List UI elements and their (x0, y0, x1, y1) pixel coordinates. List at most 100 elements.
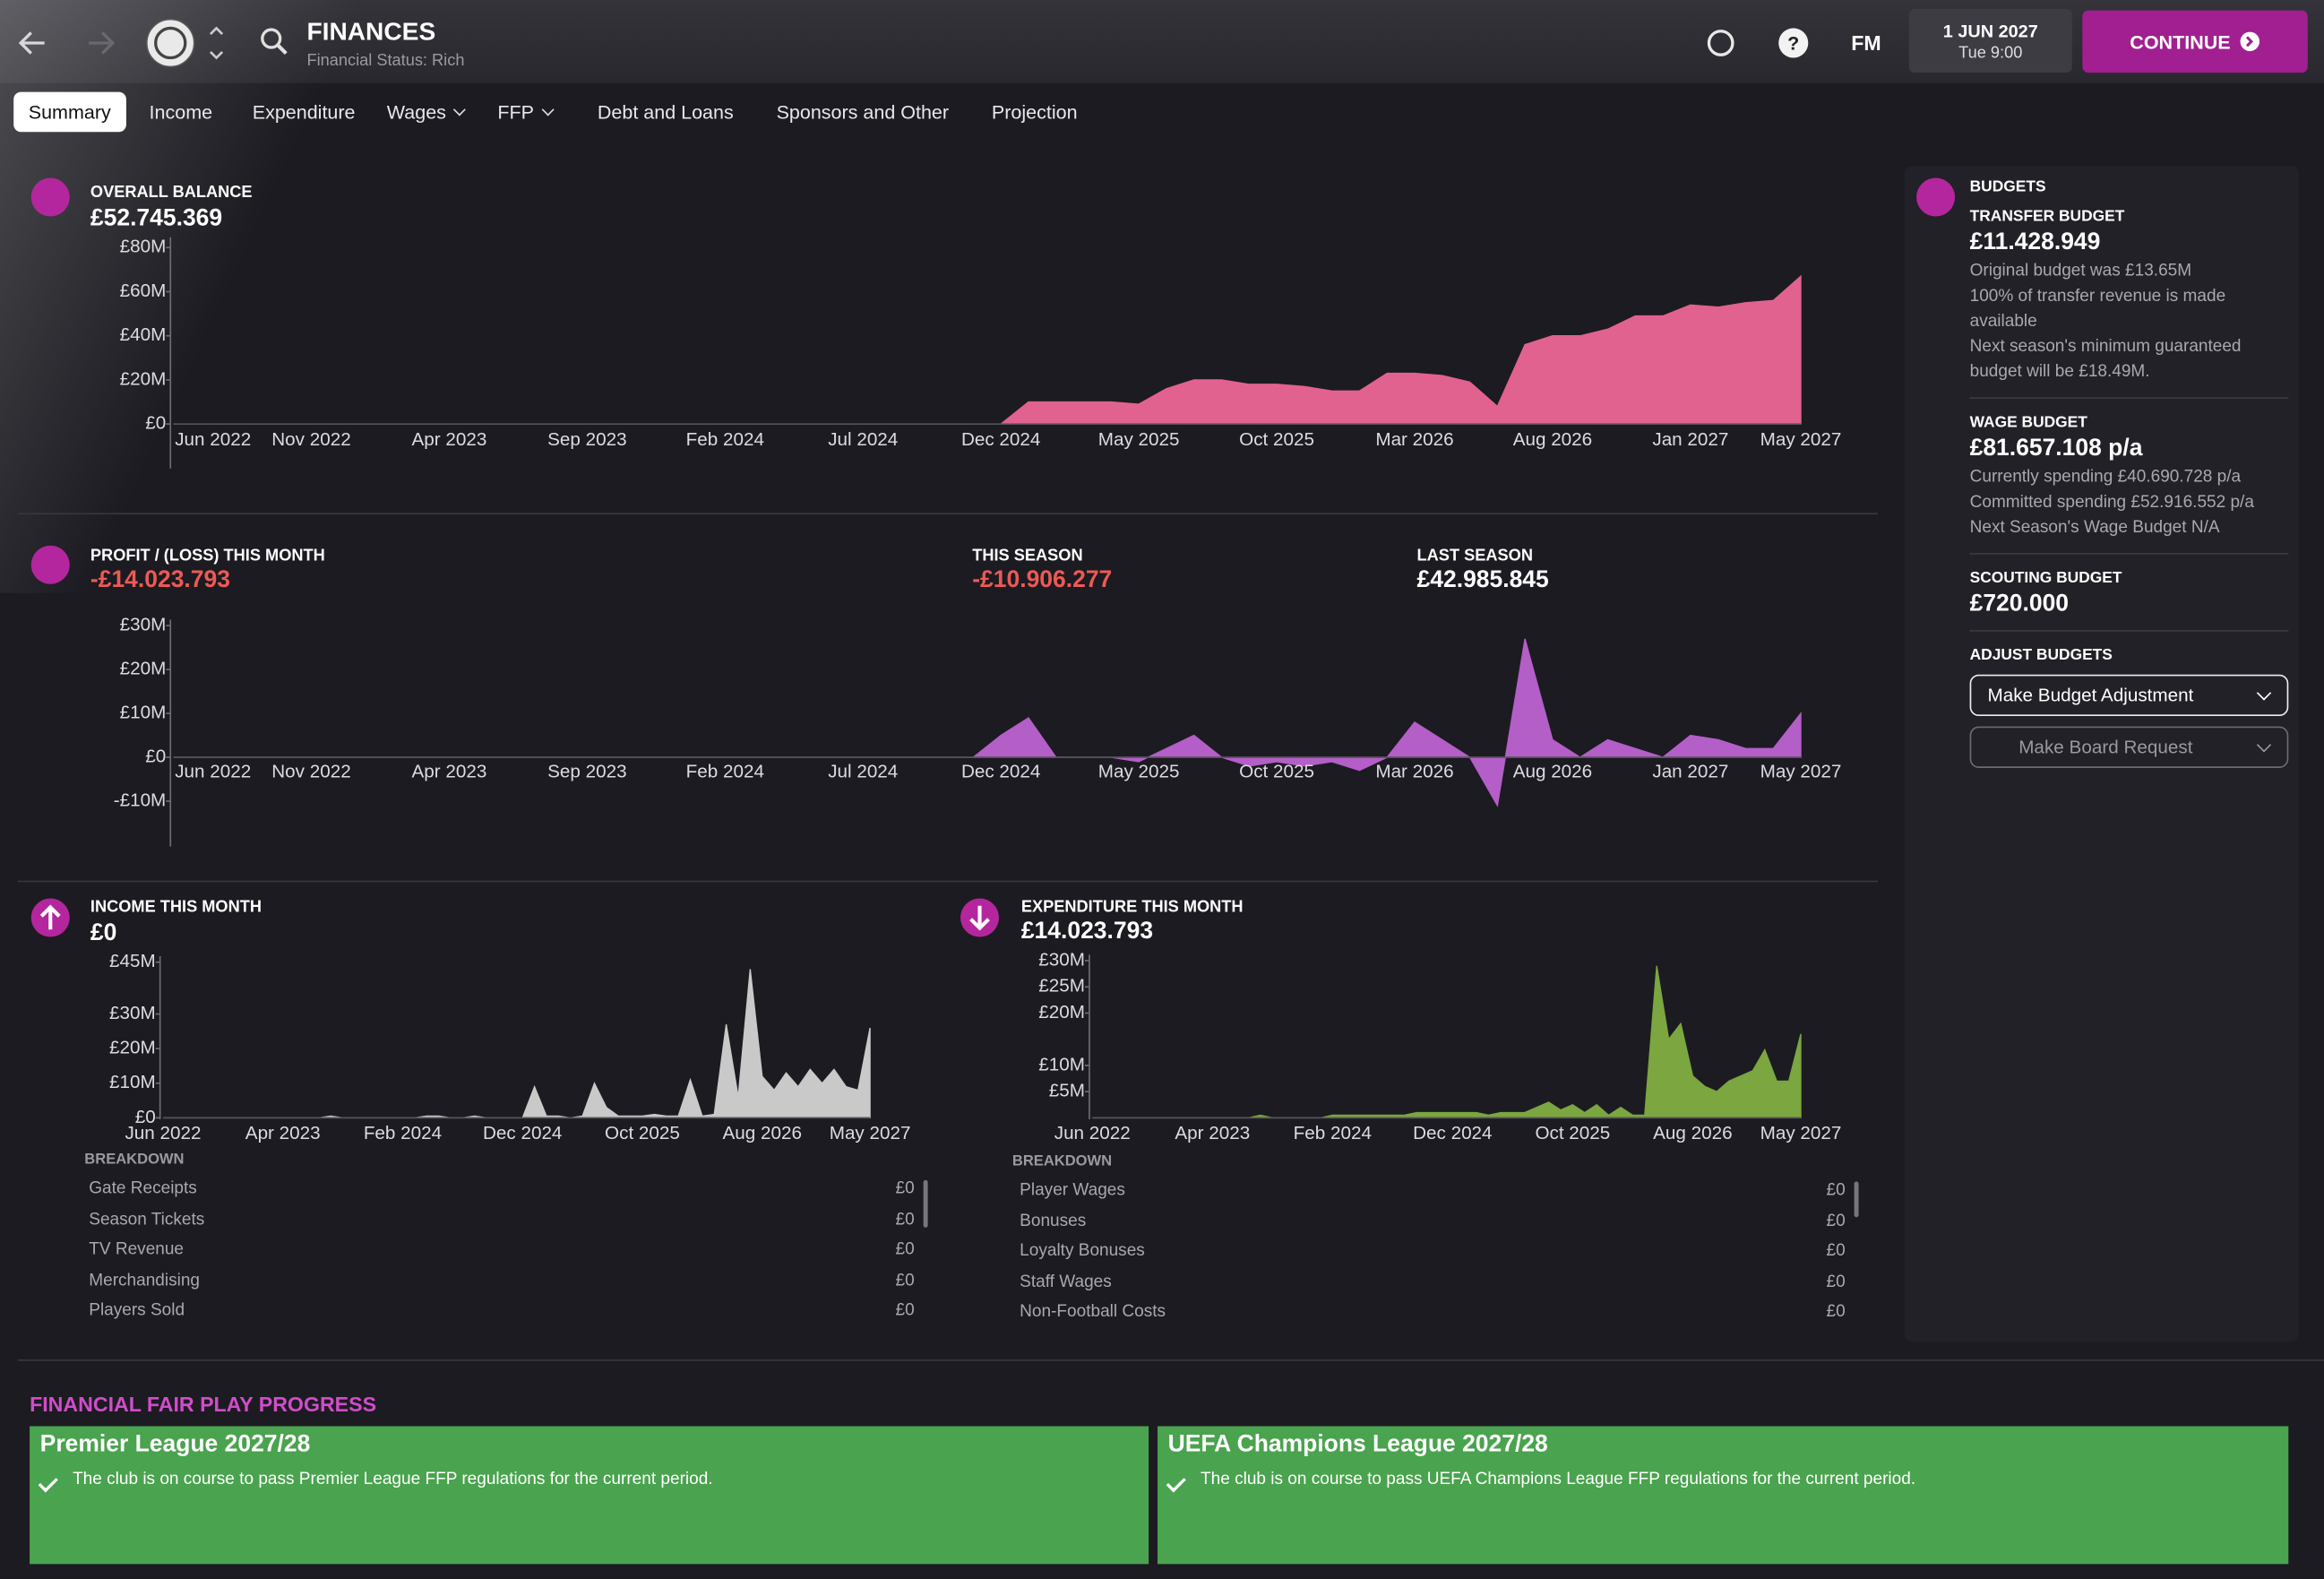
tab[interactable]: Wages (372, 92, 478, 133)
tab[interactable]: Summary (13, 91, 126, 133)
area (162, 969, 871, 1119)
breakdown-label: Bonuses (1020, 1212, 1087, 1230)
y-tick-label: £20M (109, 1038, 156, 1058)
budget-label: ADJUST BUDGETS (1969, 646, 2113, 665)
y-tick-label: £10M (1038, 1054, 1085, 1074)
budget-note: Currently spending £40.690.728 p/a (1969, 468, 2242, 487)
y-tick-label: £0 (145, 413, 166, 434)
club-switcher[interactable] (209, 26, 224, 60)
y-tick-label: £20M (120, 659, 167, 679)
y-tick-label: -£10M (114, 790, 167, 810)
y-tick-label: £40M (120, 324, 167, 345)
breakdown-label: Loyalty Bonuses (1020, 1242, 1145, 1261)
breakdown-label: Players Sold (89, 1301, 185, 1320)
x-tick-label: Aug 2026 (1513, 761, 1592, 781)
headline-value: -£10.906.277 (972, 567, 1113, 593)
y-tick-label: £25M (1038, 976, 1085, 997)
area (1092, 965, 1802, 1119)
breakdown-label: Gate Receipts (89, 1179, 197, 1198)
back-button[interactable] (18, 31, 45, 55)
y-tick-label: £60M (120, 280, 167, 301)
separator (1969, 553, 2289, 555)
budget-adjustment-button[interactable]: Make Budget Adjustment (1969, 674, 2289, 717)
section-title: THIS SEASON (972, 547, 1083, 565)
headline-value: £14.023.793 (1020, 919, 1154, 945)
tab[interactable]: Income (149, 100, 213, 124)
x-tick-label: May 2025 (1098, 761, 1180, 781)
y-tick-label: £30M (109, 1003, 156, 1023)
headline-value: -£14.023.793 (90, 567, 230, 593)
balance-icon (30, 177, 70, 217)
fm-button[interactable]: FM (1851, 30, 1881, 56)
search-icon[interactable] (261, 28, 282, 49)
budget-note: Next Season's Wage Budget N/A (1969, 519, 2220, 537)
x-tick-label: Aug 2026 (1653, 1123, 1732, 1143)
y-tick-label: £30M (120, 615, 167, 635)
expenditure-scrollbar[interactable] (1854, 1181, 1859, 1218)
world-icon[interactable] (1707, 30, 1734, 56)
check-icon (1166, 1472, 1186, 1493)
ffp-card: Premier League 2027/28 The club is on co… (30, 1426, 1149, 1565)
check-icon (38, 1472, 58, 1493)
x-tick-label: Dec 2024 (1413, 1123, 1492, 1143)
divider (17, 1359, 2324, 1361)
continue-icon-arrow (2245, 36, 2254, 47)
x-tick-label: Mar 2026 (1375, 429, 1453, 450)
search-icon-handle (275, 43, 288, 56)
club-badge[interactable] (145, 18, 195, 68)
board-request-button[interactable]: Make Board Request (1969, 726, 2289, 768)
tab[interactable]: Expenditure (252, 100, 356, 124)
section-title: INCOME THIS MONTH (90, 898, 262, 917)
x-tick-label: Feb 2024 (1294, 1123, 1372, 1143)
tab[interactable]: Projection (991, 100, 1078, 124)
x-tick-label: Apr 2023 (412, 429, 487, 450)
forward-button[interactable] (89, 31, 116, 55)
budgets-title: BUDGETS (1969, 177, 2046, 196)
breakdown-value: £0 (1826, 1181, 1846, 1200)
budget-note: 100% of transfer revenue is made availab… (1969, 287, 2226, 331)
income-arrow (39, 904, 61, 930)
breakdown-value: £0 (1826, 1303, 1846, 1322)
date-box[interactable] (1908, 8, 2072, 73)
tab[interactable]: Debt and Loans (597, 100, 734, 124)
x-tick-label: Sep 2023 (547, 429, 626, 450)
y-tick-label: £45M (109, 951, 156, 971)
income-scrollbar[interactable] (923, 1179, 928, 1228)
x-tick-label: Mar 2026 (1375, 761, 1453, 781)
breakdown-label: TV Revenue (89, 1240, 185, 1259)
section-title: LAST SEASON (1416, 547, 1533, 565)
breakdown-value: £0 (895, 1179, 915, 1198)
x-tick-label: May 2027 (1760, 1123, 1842, 1143)
x-tick-label: Apr 2023 (245, 1123, 321, 1143)
section-title: OVERALL BALANCE (90, 184, 253, 202)
x-tick-label: Jun 2022 (175, 761, 251, 781)
tab[interactable]: FFP (483, 92, 567, 133)
separator (1969, 397, 2289, 400)
ffp-card-text: The club is on course to pass UEFA Champ… (1201, 1471, 1916, 1488)
x-tick-label: Apr 2023 (1175, 1123, 1250, 1143)
x-tick-label: Dec 2024 (961, 761, 1040, 781)
divider (17, 880, 1879, 883)
budget-value: £11.428.949 (1969, 229, 2101, 255)
continue-button[interactable] (2082, 10, 2308, 73)
page-title: FINANCES (306, 17, 436, 47)
continue-label[interactable]: CONTINUE (2130, 30, 2231, 54)
budget-note: Next season's minimum guaranteed budget … (1969, 338, 2242, 382)
help-icon[interactable] (1778, 28, 1809, 58)
budgets: BUDGETS TRANSFER BUDGET £11.428.949 Orig… (1969, 177, 2289, 768)
tab[interactable]: Sponsors and Other (776, 100, 950, 124)
headline-value: £52.745.369 (90, 205, 223, 232)
x-tick-label: May 2027 (1760, 761, 1842, 781)
x-tick-label: Feb 2024 (364, 1123, 442, 1143)
budget-value: £81.657.108 p/a (1969, 436, 2143, 462)
y-tick-label: £5M (1049, 1081, 1085, 1101)
y-tick-label: £30M (1038, 949, 1085, 970)
x-tick-label: Jul 2024 (828, 761, 898, 781)
x-tick-label: Nov 2022 (271, 761, 350, 781)
ffp-title: FINANCIAL FAIR PLAY PROGRESS (30, 1392, 377, 1416)
breakdown-label: Season Tickets (89, 1210, 205, 1229)
ffp-card: UEFA Champions League 2027/28 The club i… (1158, 1426, 2289, 1565)
help-icon-mark: ? (1787, 32, 1799, 54)
x-tick-label: Dec 2024 (483, 1123, 562, 1143)
area (173, 274, 1802, 425)
